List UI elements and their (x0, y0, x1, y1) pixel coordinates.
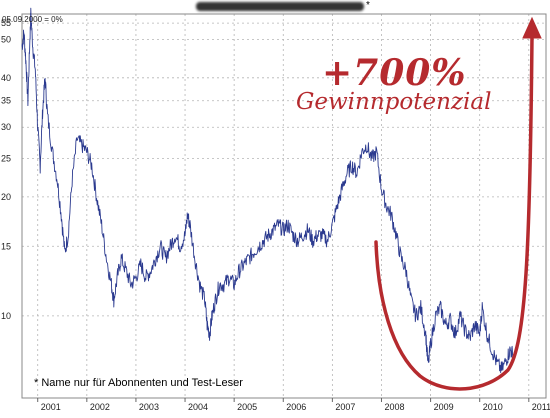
y-tick-label: 10 (1, 311, 11, 321)
x-tick-label: 2003 (139, 402, 159, 412)
x-tick-label: 2011 (532, 402, 550, 412)
arrow-head (522, 16, 542, 39)
x-tick-label: 2001 (41, 402, 61, 412)
x-tick-label: 2008 (384, 402, 404, 412)
y-tick-label: 15 (1, 241, 11, 251)
x-tick-label: 2007 (335, 402, 355, 412)
x-tick-label: 2005 (237, 402, 257, 412)
redacted-title (196, 2, 364, 11)
footnote: * Name nur für Abonnenten und Test-Leser (34, 377, 243, 389)
title-asterisk: * (366, 0, 370, 11)
x-tick-label: 2006 (286, 402, 306, 412)
potential-arrow (374, 34, 534, 391)
callout-layer (374, 16, 542, 391)
annotation-headline: +700% (322, 52, 467, 94)
series-layer (21, 7, 514, 374)
grid-layer (22, 14, 546, 398)
x-tick-label: 2004 (188, 402, 208, 412)
plot-frame (21, 13, 547, 399)
x-tick-label: 2009 (434, 402, 454, 412)
price-line (21, 7, 514, 374)
y-tick-label: 35 (1, 96, 11, 106)
reference-label: 05.09.2000 = 0% (2, 15, 63, 24)
y-tick-label: 50 (1, 34, 11, 44)
y-tick-label: 30 (1, 122, 11, 132)
x-tick-label: 2010 (483, 402, 503, 412)
annotation-subline: Gewinnpotenzial (296, 89, 492, 115)
y-tick-label: 20 (1, 192, 11, 202)
x-tick-label: 2002 (90, 402, 110, 412)
y-tick-label: 40 (1, 73, 11, 83)
y-tick-label: 55 (1, 18, 11, 28)
y-tick-label: 25 (1, 154, 11, 164)
axis-layer: 55 50 40 35 30 25 20 15 10 2001 2002 2003 2004 2005 20… (1, 13, 550, 412)
